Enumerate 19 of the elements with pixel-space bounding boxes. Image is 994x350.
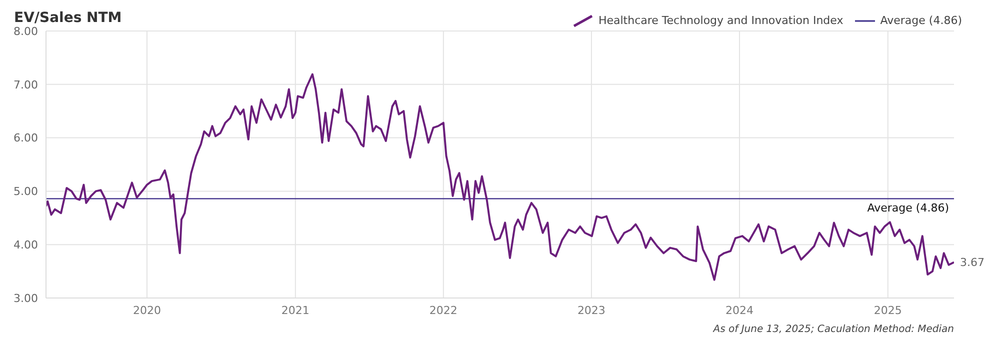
text: Average (4.86) [880,14,962,27]
y-tick-label: 4.00 [14,238,38,252]
annotation: 3.67 [960,256,984,270]
x-tick-label: 2023 [577,304,606,317]
x-tick-label: 2021 [281,304,310,317]
x-tick-label: 2024 [725,304,754,317]
x-tick-label: 2025 [874,304,902,317]
y-tick-label: 3.00 [14,292,38,305]
y-tick-label: 6.00 [14,132,38,145]
x-tick-label: 2020 [132,304,161,317]
y-tick-label: 7.00 [14,78,38,92]
y-tick-label: 8.00 [14,24,38,38]
text: As of June 13, 2025; Caculation Method: Median [713,324,954,335]
legend-label: Healthcare Technology and Innovation Index [598,14,844,27]
line-series [46,73,954,281]
chart-title: EV/Sales NTM [14,10,122,26]
y-tick-label: 5.00 [14,185,38,198]
ref-line-label: Average (4.86) [867,201,949,214]
x-tick-label: 2022 [429,304,458,317]
